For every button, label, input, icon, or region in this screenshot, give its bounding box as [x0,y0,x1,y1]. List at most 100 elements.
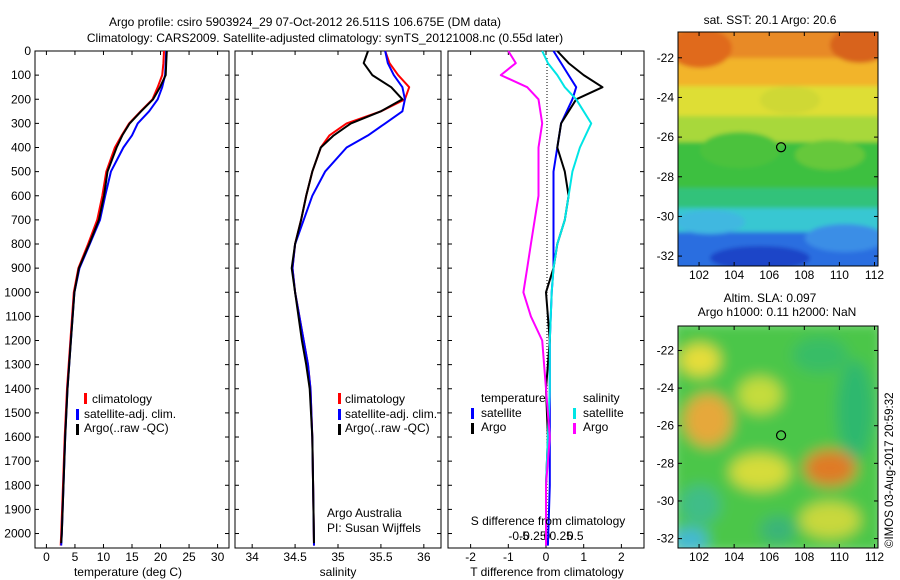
legend-label-satellite: satellite-adj. clim. [84,407,176,421]
sst-patch-3 [760,86,820,114]
y-tick-label: 1800 [4,478,31,492]
x-tick-label: 102 [689,550,709,564]
figure-title-line1: Argo profile: csiro 5903924_29 07-Oct-20… [109,15,501,29]
x-tick-label: 108 [794,550,814,564]
x-tick-label: 112 [865,550,884,564]
x-tick-label: 30 [211,550,225,564]
s-difference-label: S difference from climatology [471,514,626,528]
sst-patch-4 [700,132,780,168]
series-line-argo [545,50,604,546]
legend-swatch-t-argo [471,423,474,434]
difference-lines [499,50,604,546]
difference-legend: temperature salinity satellite Argo sate… [471,391,624,434]
legend-swatch-climatology [338,393,341,404]
legend-swatch-satellite [338,409,341,420]
x-tick-label: 20 [154,550,168,564]
argo-location-marker [775,430,787,441]
s-tick-label: -0.5 [508,529,529,543]
x-tick-label: 112 [865,268,884,282]
y-tick-label: 0 [24,44,31,58]
salinity-xlabel: salinity [320,565,357,579]
sst-map-title: sat. SST: 20.1 Argo: 20.6 [704,13,837,27]
y-tick-label: 1700 [4,454,31,468]
x-tick-label: 106 [759,550,779,564]
x-tick-label: 104 [724,550,744,564]
x-tick-label: 25 [182,550,196,564]
sla-blob-4 [792,337,848,373]
temperature-lines [59,50,168,546]
legend-swatch-climatology [84,393,87,404]
legend-heading-salinity: salinity [583,391,620,405]
sla-map-title: Altim. SLA: 0.097 [724,291,817,305]
legend-heading-temperature: temperature [481,391,546,405]
x-tick-label: 102 [689,268,709,282]
temperature-xlabel: temperature (deg C) [74,565,182,579]
x-tick-label: 15 [125,550,139,564]
legend-label-argo: Argo(..raw -QC) [84,421,169,435]
legend-label-t-argo: Argo [481,420,507,434]
sla-blob-10 [800,502,860,538]
y-tick-label: 700 [11,213,31,227]
legend-label-satellite: satellite-adj. clim. [345,407,437,421]
t-difference-label: T difference from climatology [470,565,624,579]
y-tick-label: 1500 [4,406,31,420]
x-tick-label: 0 [543,550,550,564]
y-tick-label: 100 [11,68,31,82]
series-line-satellite [541,50,593,546]
legend-swatch-satellite [76,409,79,420]
sst-patch-2 [830,32,878,63]
series-line-argo-raw-qc- [290,50,404,544]
sst-patch-1 [678,32,732,68]
y-tick-label: -30 [657,494,675,508]
sla-blob-1 [680,344,720,376]
sla-blob-5 [837,360,873,460]
y-tick-label: -30 [657,209,675,223]
y-tick-label: 800 [11,237,31,251]
temperature-axes: 0100200300400500600700800900100011001200… [4,44,229,564]
imos-stamp: ©IMOS 03-Aug-2017 20:59:32 [884,392,896,548]
sst-map-axes: 102 104 106 108 110 112 -22 -24 -26 -28 -30 -32 [657,32,884,282]
y-tick-label: 600 [11,189,31,203]
salinity-legend: climatology satellite-adj. clim. Argo(..… [338,392,437,435]
sst-map-frame [677,31,879,267]
sla-blob-8 [680,485,720,525]
argo-location-marker [775,142,787,153]
sst-patch-6 [678,210,745,234]
y-tick-label: -22 [657,343,675,357]
series-line-satellite-adj-clim- [60,50,168,546]
sst-field [678,32,878,266]
x-tick-label: 110 [830,550,849,564]
y-tick-label: 1900 [4,502,31,516]
x-tick-label: 104 [724,268,744,282]
sla-map-panel: Altim. SLA: 0.097 Argo h1000: 0.11 h2000… [657,291,885,564]
y-tick-label: -32 [657,249,675,263]
legend-label-s-satellite: satellite [583,406,624,420]
x-tick-label: 5 [72,550,79,564]
y-tick-label: 1600 [4,430,31,444]
x-tick-label: 35.5 [369,550,393,564]
temperature-panel: 0100200300400500600700800900100011001200… [4,44,230,579]
s-tick-label: 0.5 [567,529,584,543]
sla-field [678,326,878,548]
y-tick-label: 1300 [4,358,31,372]
x-tick-label: 110 [830,268,849,282]
salinity-axes: 34 34.5 35 35.5 36 [235,50,441,564]
y-tick-label: -26 [657,130,675,144]
series-line-climatology [59,50,165,546]
temperature-legend: climatology satellite-adj. clim. Argo(..… [76,392,176,435]
sla-blob-3 [738,377,782,413]
sst-patch-5 [795,140,865,170]
y-tick-label: 200 [11,92,31,106]
sst-patch-8 [710,246,810,266]
y-tick-label: -24 [657,381,675,395]
salinity-axes-frame [234,50,442,549]
s-tick-label: 0.25 [549,529,573,543]
legend-label-climatology: climatology [345,392,405,406]
sla-blob-11 [760,516,796,544]
sla-blob-7 [730,454,790,490]
series-line-climatology [291,50,411,546]
y-tick-label: 1000 [4,285,31,299]
y-tick-label: -32 [657,532,675,546]
y-tick-label: -28 [657,456,675,470]
x-tick-label: 36 [417,550,431,564]
